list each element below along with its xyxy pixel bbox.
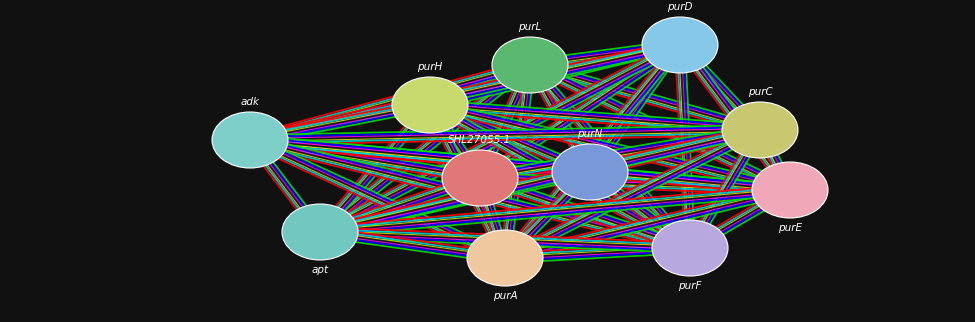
Ellipse shape xyxy=(552,144,628,200)
Text: apt: apt xyxy=(311,265,329,275)
Ellipse shape xyxy=(492,37,568,93)
Text: purN: purN xyxy=(577,129,603,139)
Text: purL: purL xyxy=(519,22,542,32)
Ellipse shape xyxy=(752,162,828,218)
Ellipse shape xyxy=(392,77,468,133)
Ellipse shape xyxy=(282,204,358,260)
Text: purE: purE xyxy=(778,223,802,233)
Ellipse shape xyxy=(212,112,288,168)
Ellipse shape xyxy=(642,17,718,73)
Text: purD: purD xyxy=(667,2,693,12)
Ellipse shape xyxy=(467,230,543,286)
Text: purF: purF xyxy=(679,281,702,291)
Ellipse shape xyxy=(722,102,798,158)
Text: SHL27055.1: SHL27055.1 xyxy=(448,135,512,145)
Ellipse shape xyxy=(442,150,518,206)
Text: purA: purA xyxy=(492,291,518,301)
Text: purH: purH xyxy=(417,62,443,72)
Ellipse shape xyxy=(652,220,728,276)
Text: adk: adk xyxy=(241,97,259,107)
Text: purC: purC xyxy=(748,87,772,97)
